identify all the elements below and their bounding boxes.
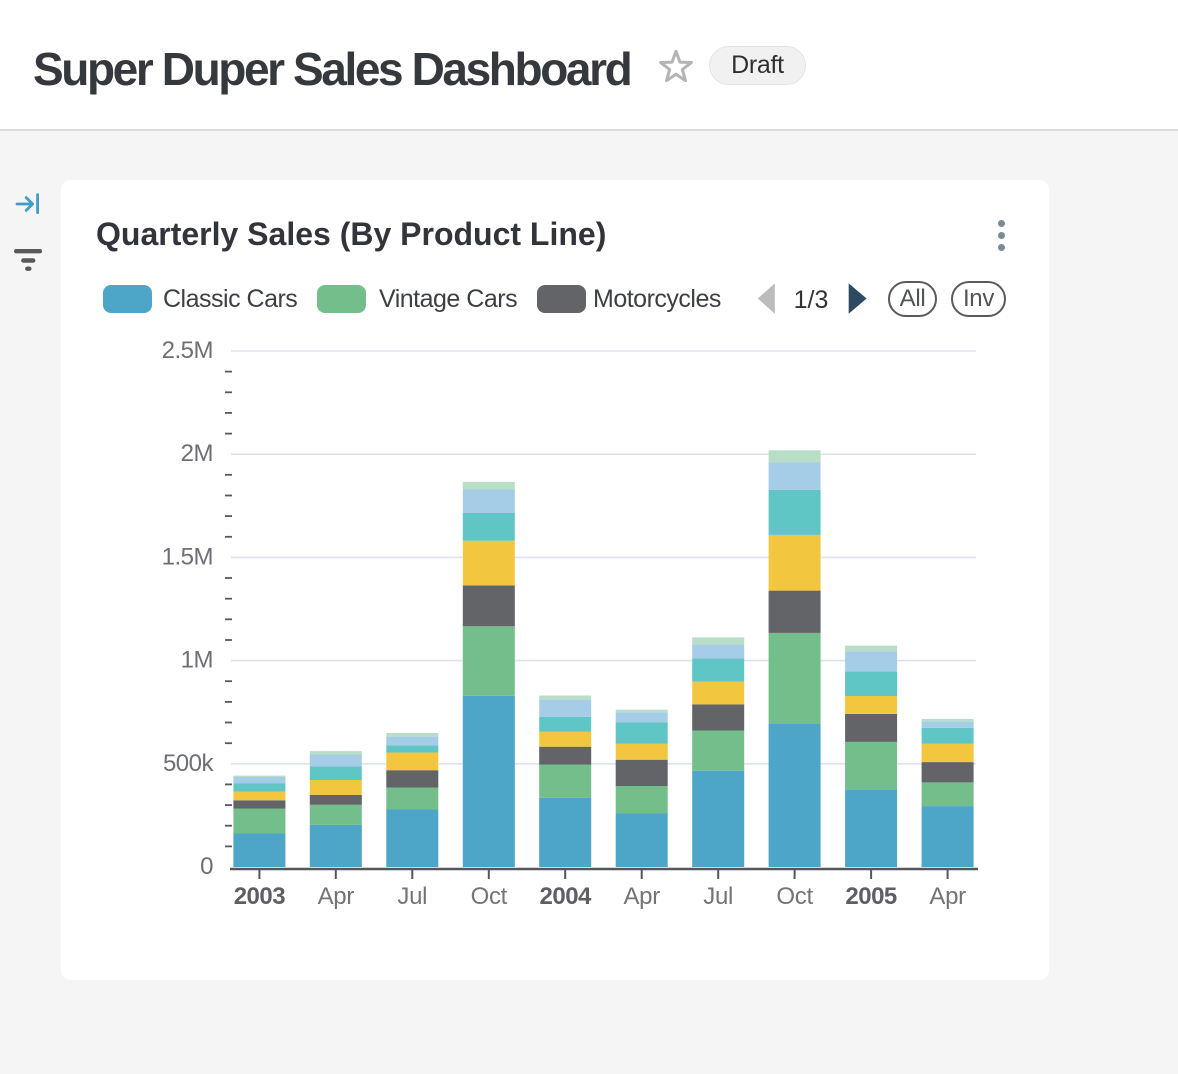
svg-text:Jul: Jul — [703, 883, 733, 910]
svg-text:1/3: 1/3 — [794, 286, 829, 314]
svg-text:Apr: Apr — [623, 883, 660, 910]
svg-text:500k: 500k — [163, 750, 215, 777]
svg-text:0: 0 — [200, 853, 213, 880]
svg-text:Oct: Oct — [471, 883, 508, 910]
svg-text:Jul: Jul — [397, 883, 427, 910]
svg-text:1.5M: 1.5M — [162, 543, 213, 570]
svg-text:Apr: Apr — [929, 883, 966, 910]
svg-text:2M: 2M — [181, 440, 213, 467]
svg-text:1M: 1M — [181, 647, 213, 674]
svg-text:Apr: Apr — [318, 883, 355, 910]
svg-text:Oct: Oct — [776, 883, 813, 910]
svg-text:2003: 2003 — [234, 883, 286, 910]
svg-text:2004: 2004 — [540, 883, 593, 910]
svg-text:2005: 2005 — [845, 883, 897, 910]
svg-text:2.5M: 2.5M — [162, 337, 213, 364]
